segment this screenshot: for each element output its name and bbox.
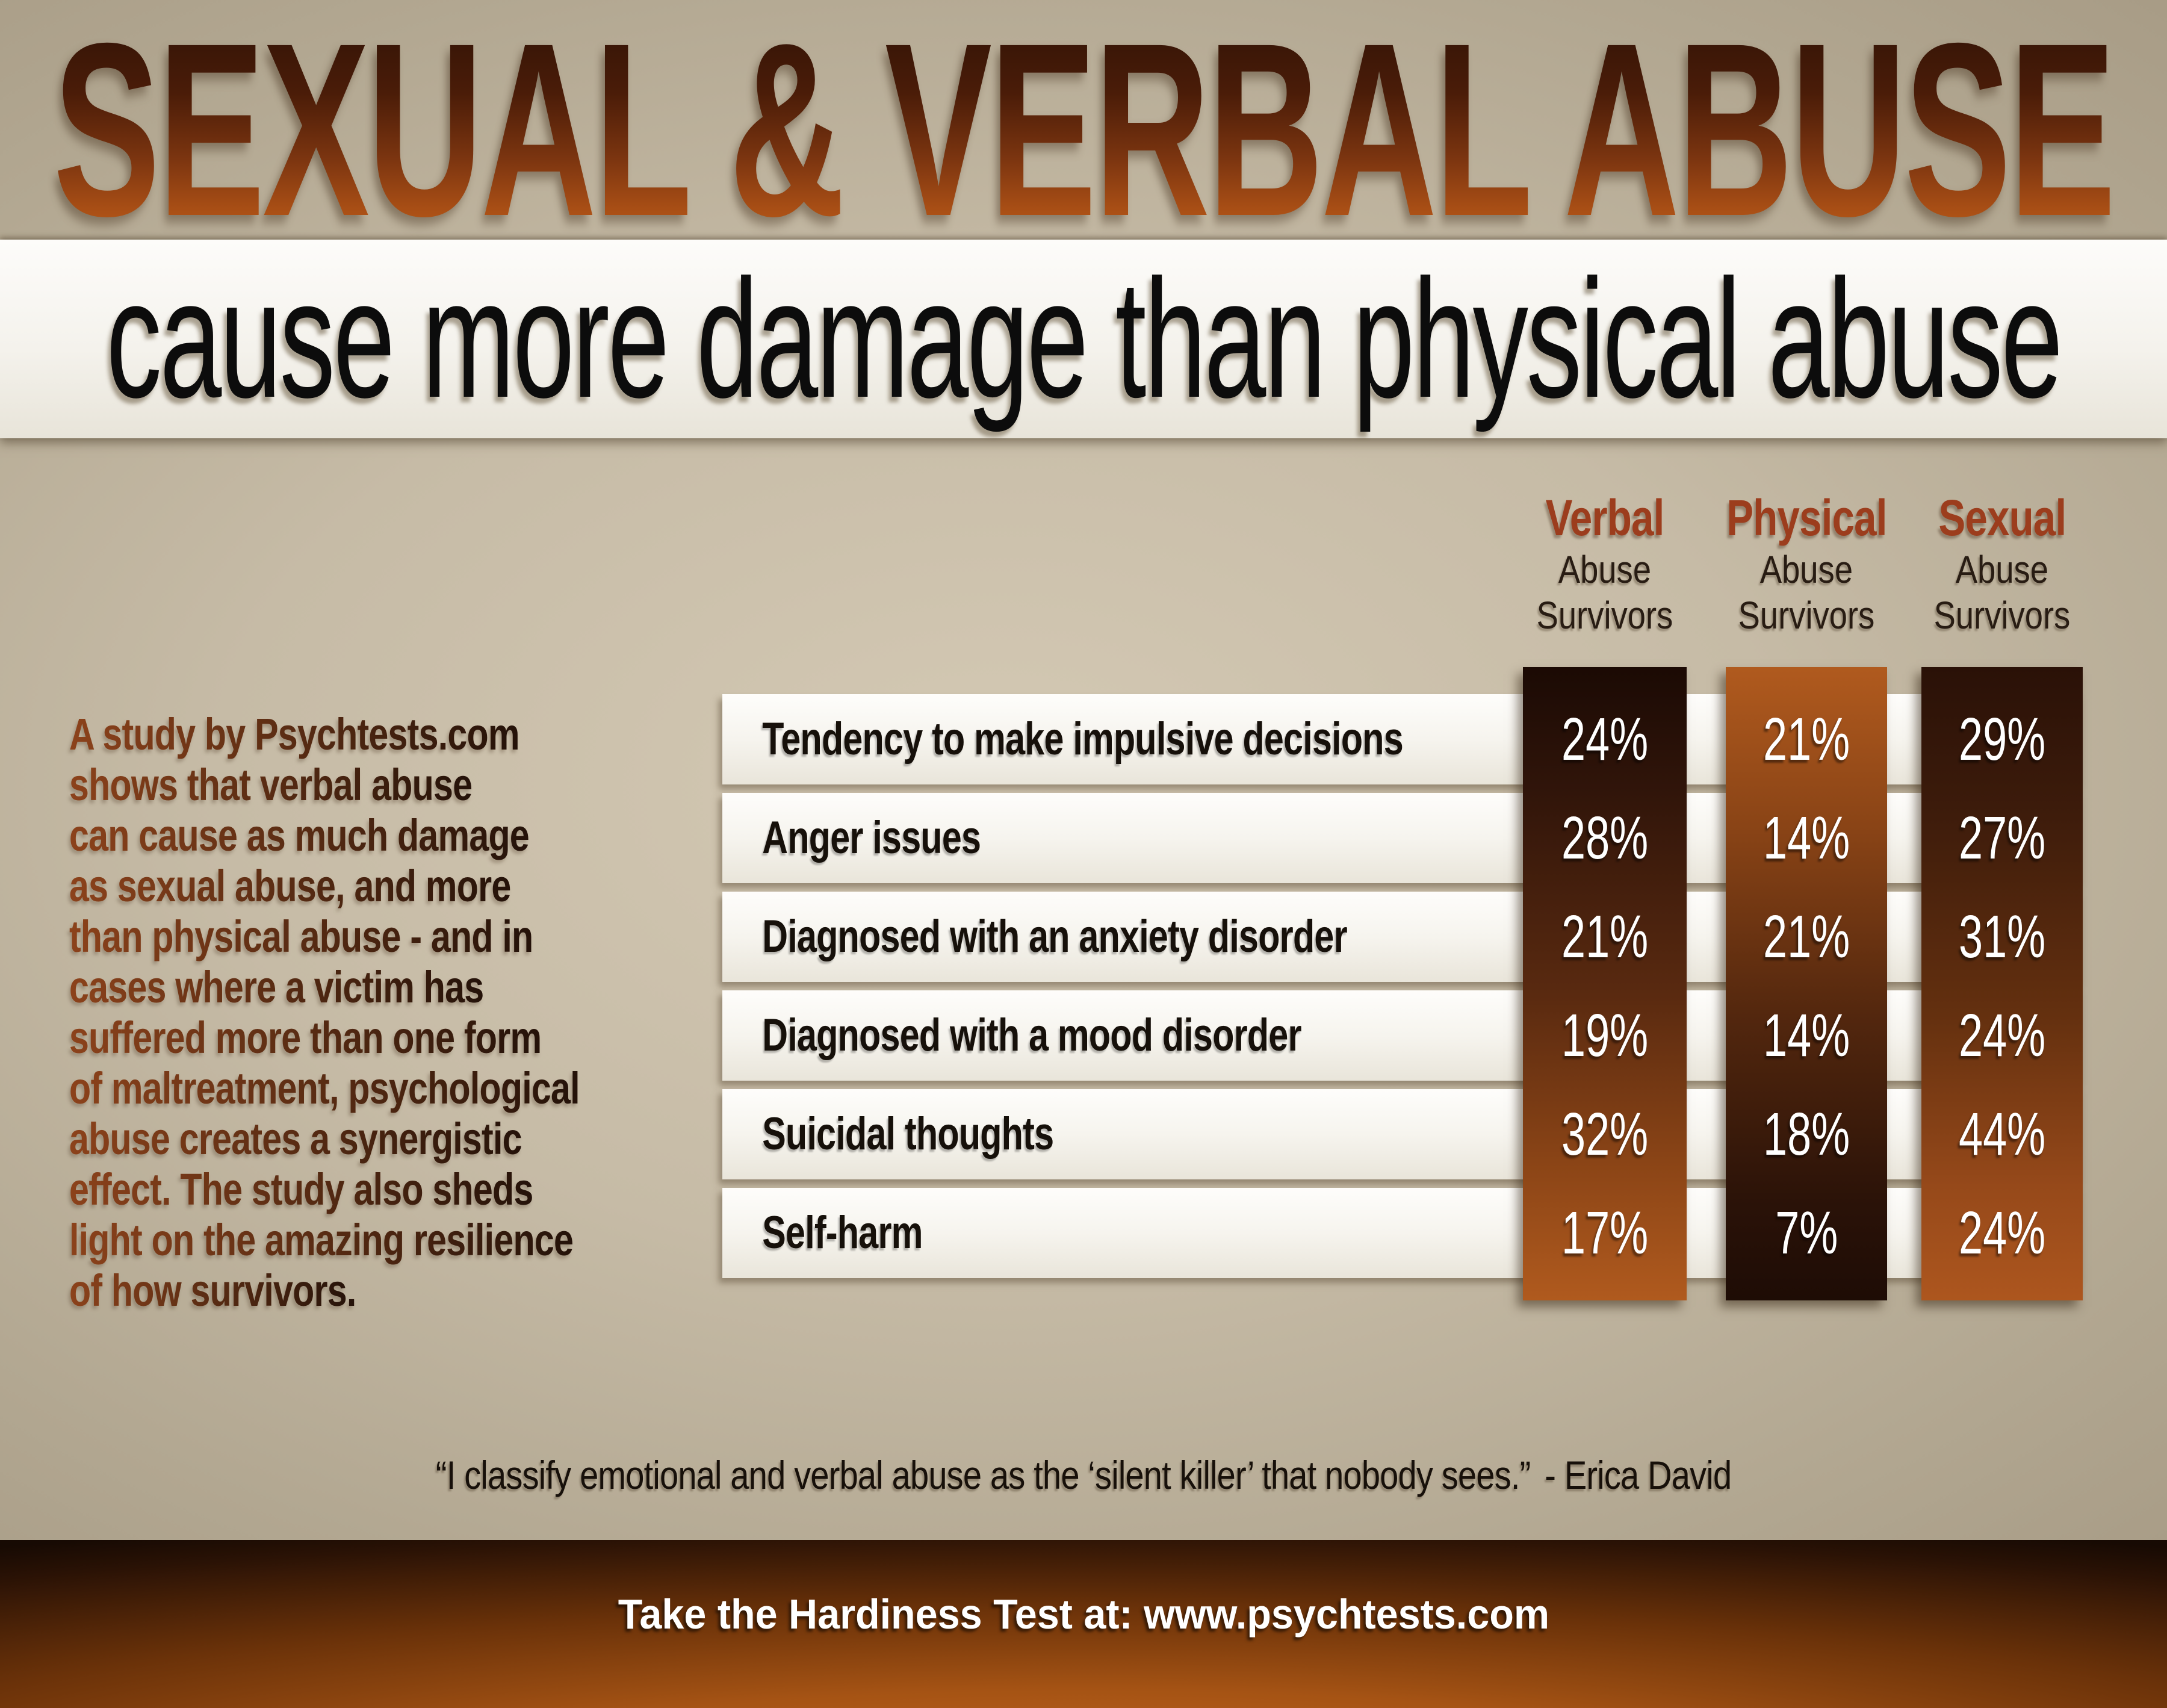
cell-value: 29% (1958, 706, 2046, 773)
cell-value: 18% (1762, 1101, 1850, 1168)
column-subtitle: Abuse (1558, 548, 1652, 591)
cell-value: 44% (1958, 1101, 2046, 1168)
cell-value: 24% (1958, 1002, 2046, 1069)
column-title: Physical (1726, 489, 1887, 546)
cell-value: 27% (1958, 804, 2046, 872)
column-subtitle: Survivors (1933, 594, 2071, 637)
footer-band: Take the Hardiness Test at: www.psychtes… (0, 1540, 2167, 1708)
column-subtitle: Survivors (1738, 594, 1875, 637)
row-label: Anger issues (762, 812, 981, 863)
quote-attribution: - Erica David (1545, 1453, 1732, 1497)
column-physical-abuse (1726, 667, 1887, 1300)
row-label: Diagnosed with an anxiety disorder (762, 911, 1347, 962)
intro-line: light on the amazing resilience (69, 1215, 574, 1265)
cell-value: 19% (1561, 1002, 1649, 1069)
cell-value: 24% (1958, 1199, 2046, 1267)
footer-text: Take the Hardiness Test at: www.psychtes… (618, 1590, 1549, 1638)
column-subtitle: Abuse (1759, 548, 1853, 591)
page-title: SEXUAL & VERBAL ABUSE (53, 0, 2116, 267)
cell-value: 21% (1762, 903, 1850, 970)
cell-value: 17% (1561, 1199, 1649, 1267)
intro-line: effect. The study also sheds (69, 1164, 533, 1214)
cell-value: 31% (1958, 903, 2046, 970)
quote-text: “I classify emotional and verbal abuse a… (435, 1453, 1531, 1497)
cell-value: 28% (1561, 804, 1649, 872)
intro-line: can cause as much damage (69, 810, 530, 860)
intro-line: of how survivors. (69, 1265, 356, 1315)
column-subtitle: Survivors (1536, 594, 1673, 637)
row-label: Diagnosed with a mood disorder (762, 1010, 1301, 1061)
intro-line: abuse creates a synergistic (69, 1114, 522, 1164)
column-subtitle: Abuse (1955, 548, 2049, 591)
intro-line: cases where a victim has (69, 962, 484, 1012)
cell-value: 32% (1561, 1101, 1649, 1168)
row-label: Tendency to make impulsive decisions (762, 713, 1403, 765)
quote-band: “I classify emotional and verbal abuse a… (0, 1439, 2167, 1511)
intro-line: as sexual abuse, and more (69, 861, 511, 911)
subtitle-band: cause more damage than physical abuse (0, 240, 2167, 438)
cell-value: 7% (1775, 1199, 1838, 1267)
column-title: Verbal (1545, 489, 1665, 546)
cell-value: 24% (1561, 706, 1649, 773)
intro-line: of maltreatment, psychological (69, 1063, 580, 1113)
page-subtitle: cause more damage than physical abuse (106, 245, 2063, 433)
cell-value: 14% (1762, 804, 1850, 872)
cell-value: 14% (1762, 1002, 1850, 1069)
row-label: Suicidal thoughts (762, 1108, 1054, 1160)
cell-value: 21% (1762, 706, 1850, 773)
intro-paragraph: A study by Psychtests.com shows that ver… (69, 709, 792, 1316)
column-sexual-abuse (1921, 667, 2083, 1300)
intro-line: shows that verbal abuse (69, 760, 473, 810)
column-header-sexual: Sexual Abuse Survivors (1897, 489, 2107, 663)
row-label: Self-harm (762, 1207, 923, 1258)
intro-line: than physical abuse - and in (69, 911, 533, 961)
column-header-physical: Physical Abuse Survivors (1702, 489, 1911, 663)
intro-line: A study by Psychtests.com (69, 709, 519, 759)
intro-line: suffered more than one form (69, 1013, 542, 1063)
title-band: SEXUAL & VERBAL ABUSE (0, 0, 2167, 259)
cell-value: 21% (1561, 903, 1649, 970)
quote: “I classify emotional and verbal abuse a… (435, 1452, 1732, 1498)
column-title: Sexual (1938, 489, 2066, 546)
column-header-verbal: Verbal Abuse Survivors (1499, 489, 1711, 663)
column-verbal-abuse (1523, 667, 1687, 1300)
